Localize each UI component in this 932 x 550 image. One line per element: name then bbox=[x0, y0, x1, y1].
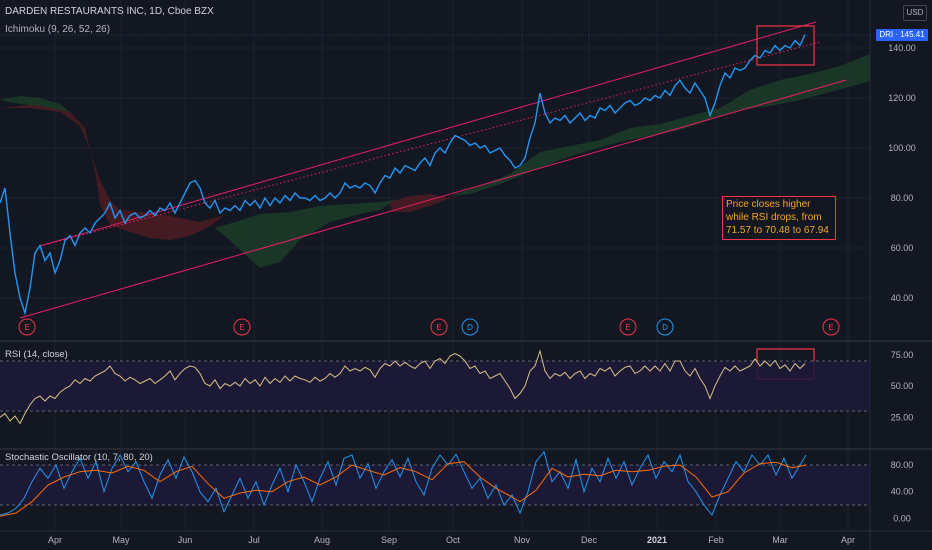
price-tick-label: 120.00 bbox=[888, 93, 916, 103]
price-tick-label: 40.00 bbox=[891, 293, 914, 303]
svg-text:E: E bbox=[828, 323, 833, 332]
price-tick-label: 100.00 bbox=[888, 143, 916, 153]
price-tick-label: 80.00 bbox=[891, 193, 914, 203]
time-tick-label: Mar bbox=[772, 535, 788, 545]
cloud-bear-1 bbox=[0, 104, 225, 240]
time-tick-label: Apr bbox=[841, 535, 855, 545]
stoch-tick-label: 80.00 bbox=[891, 460, 914, 470]
price-series-line[interactable] bbox=[0, 34, 806, 316]
rsi-axis[interactable]: 75.00 50.00 25.00 bbox=[891, 350, 914, 423]
trend-channel[interactable] bbox=[19, 21, 847, 319]
annotation-note[interactable]: Price closes higher while RSI drops, fro… bbox=[722, 196, 836, 240]
svg-text:E: E bbox=[24, 323, 29, 332]
stoch-tick-label: 40.00 bbox=[891, 487, 914, 497]
time-tick-label: Jul bbox=[248, 535, 260, 545]
stoch-k-line[interactable] bbox=[0, 450, 807, 516]
earnings-marker[interactable]: E bbox=[619, 318, 637, 336]
grid-lines bbox=[0, 0, 870, 531]
event-markers[interactable]: E E E D E D E bbox=[18, 318, 840, 336]
rsi-band bbox=[0, 361, 870, 411]
time-tick-label: Sep bbox=[381, 535, 397, 545]
channel-middle[interactable] bbox=[39, 41, 821, 247]
svg-text:E: E bbox=[436, 323, 441, 332]
channel-lower[interactable] bbox=[19, 79, 847, 319]
earnings-marker[interactable]: E bbox=[430, 318, 448, 336]
cloud-bull-1 bbox=[0, 96, 70, 112]
time-tick-label: May bbox=[112, 535, 130, 545]
stoch-tick-label: 0.00 bbox=[893, 513, 911, 523]
ichimoku-label[interactable]: Ichimoku (9, 26, 52, 26) bbox=[5, 24, 111, 35]
svg-text:E: E bbox=[625, 323, 630, 332]
channel-upper[interactable] bbox=[39, 21, 817, 247]
last-price-tag: DRI · 145.41 bbox=[876, 29, 928, 41]
time-tick-label: Jun bbox=[178, 535, 193, 545]
stoch-panel-label: Stochastic Oscillator (10, 7, 80, 20) bbox=[5, 452, 153, 463]
rsi-panel-label: RSI (14, close) bbox=[5, 349, 68, 360]
time-tick-label: Aug bbox=[314, 535, 330, 545]
cloud-bull-3 bbox=[450, 54, 870, 196]
currency-button[interactable]: USD bbox=[903, 5, 927, 21]
symbol-title[interactable]: DARDEN RESTAURANTS INC, 1D, Cboe BZX bbox=[5, 6, 214, 17]
rsi-series-line[interactable] bbox=[0, 349, 806, 425]
earnings-marker[interactable]: E bbox=[18, 318, 36, 336]
price-highlight-box[interactable] bbox=[756, 25, 815, 66]
time-tick-label: Feb bbox=[708, 535, 724, 545]
stoch-axis[interactable]: 80.00 40.00 0.00 bbox=[891, 460, 914, 523]
dividend-marker[interactable]: D bbox=[656, 318, 674, 336]
svg-text:D: D bbox=[662, 323, 668, 332]
price-tick-label: 140.00 bbox=[888, 43, 916, 53]
price-axis[interactable]: 140.00 120.00 100.00 80.00 60.00 40.00 bbox=[888, 43, 916, 303]
time-tick-label: Oct bbox=[446, 535, 461, 545]
rsi-tick-label: 50.00 bbox=[891, 381, 914, 391]
time-tick-label: Nov bbox=[514, 535, 531, 545]
cloud-bull-2 bbox=[215, 200, 395, 268]
time-axis[interactable]: Apr May Jun Jul Aug Sep Oct Nov Dec 2021 Feb Mar Apr bbox=[48, 535, 855, 545]
rsi-tick-label: 25.00 bbox=[891, 412, 914, 422]
time-tick-label: 2021 bbox=[647, 535, 667, 545]
stoch-band bbox=[0, 465, 870, 505]
rsi-tick-label: 75.00 bbox=[891, 350, 914, 360]
svg-text:D: D bbox=[467, 323, 473, 332]
stoch-d-line[interactable] bbox=[0, 461, 807, 517]
time-tick-label: Dec bbox=[581, 535, 598, 545]
dividend-marker[interactable]: D bbox=[461, 318, 479, 336]
earnings-marker[interactable]: E bbox=[822, 318, 840, 336]
svg-text:E: E bbox=[239, 323, 244, 332]
price-tick-label: 60.00 bbox=[891, 243, 914, 253]
earnings-marker[interactable]: E bbox=[233, 318, 251, 336]
time-tick-label: Apr bbox=[48, 535, 62, 545]
